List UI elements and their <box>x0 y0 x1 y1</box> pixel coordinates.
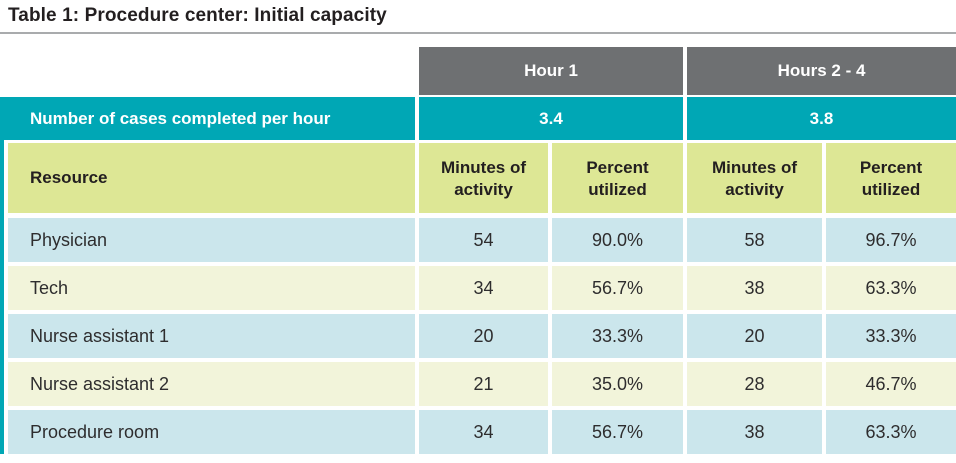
cases-per-hour-value-hour1: 3.4 <box>419 97 683 140</box>
cases-per-hour-label: Number of cases completed per hour <box>0 97 415 140</box>
table-row-procedure-room: Procedure room 34 56.7% 38 63.3% <box>8 410 956 454</box>
column-header-percent-hours2-4: Percent utilized <box>826 143 956 213</box>
minutes-hours2-4-cell: 38 <box>687 266 822 310</box>
minutes-hour1-cell: 54 <box>419 218 548 262</box>
table-row-nurse-assistant-2: Nurse assistant 2 21 35.0% 28 46.7% <box>8 362 956 406</box>
minutes-hours2-4-cell: 28 <box>687 362 822 406</box>
percent-hours2-4-cell: 63.3% <box>826 266 956 310</box>
column-header-resource: Resource <box>8 143 415 213</box>
percent-hour1-cell: 90.0% <box>552 218 683 262</box>
percent-hours2-4-cell: 33.3% <box>826 314 956 358</box>
group-header-row: Hour 1 Hours 2 - 4 <box>8 47 956 95</box>
table-title: Table 1: Procedure center: Initial capac… <box>8 5 387 26</box>
minutes-hours2-4-cell: 20 <box>687 314 822 358</box>
table-title-section: Table 1: Procedure center: Initial capac… <box>0 0 956 34</box>
percent-hour1-cell: 33.3% <box>552 314 683 358</box>
left-accent-stripe <box>0 97 4 454</box>
resource-cell: Tech <box>8 266 415 310</box>
column-header-row: Resource Minutes of activity Percent uti… <box>8 143 956 213</box>
percent-hour1-cell: 56.7% <box>552 410 683 454</box>
minutes-hour1-cell: 34 <box>419 410 548 454</box>
minutes-hour1-cell: 21 <box>419 362 548 406</box>
minutes-hours2-4-cell: 38 <box>687 410 822 454</box>
column-header-minutes-hour1: Minutes of activity <box>419 143 548 213</box>
group-header-hours-2-4: Hours 2 - 4 <box>687 47 956 95</box>
table-row-tech: Tech 34 56.7% 38 63.3% <box>8 266 956 310</box>
group-header-spacer <box>8 47 415 95</box>
percent-hours2-4-cell: 63.3% <box>826 410 956 454</box>
column-header-minutes-hours2-4: Minutes of activity <box>687 143 822 213</box>
percent-hour1-cell: 35.0% <box>552 362 683 406</box>
percent-hours2-4-cell: 46.7% <box>826 362 956 406</box>
cases-per-hour-row: Number of cases completed per hour 3.4 3… <box>0 97 956 140</box>
resource-cell: Nurse assistant 1 <box>8 314 415 358</box>
resource-cell: Physician <box>8 218 415 262</box>
group-header-hour-1: Hour 1 <box>419 47 683 95</box>
table-row-nurse-assistant-1: Nurse assistant 1 20 33.3% 20 33.3% <box>8 314 956 358</box>
percent-hours2-4-cell: 96.7% <box>826 218 956 262</box>
minutes-hours2-4-cell: 58 <box>687 218 822 262</box>
resource-cell: Procedure room <box>8 410 415 454</box>
minutes-hour1-cell: 20 <box>419 314 548 358</box>
cases-per-hour-value-hours2-4: 3.8 <box>687 97 956 140</box>
resource-cell: Nurse assistant 2 <box>8 362 415 406</box>
minutes-hour1-cell: 34 <box>419 266 548 310</box>
column-header-percent-hour1: Percent utilized <box>552 143 683 213</box>
percent-hour1-cell: 56.7% <box>552 266 683 310</box>
table-row-physician: Physician 54 90.0% 58 96.7% <box>8 218 956 262</box>
capacity-table: Hour 1 Hours 2 - 4 Number of cases compl… <box>0 47 956 454</box>
